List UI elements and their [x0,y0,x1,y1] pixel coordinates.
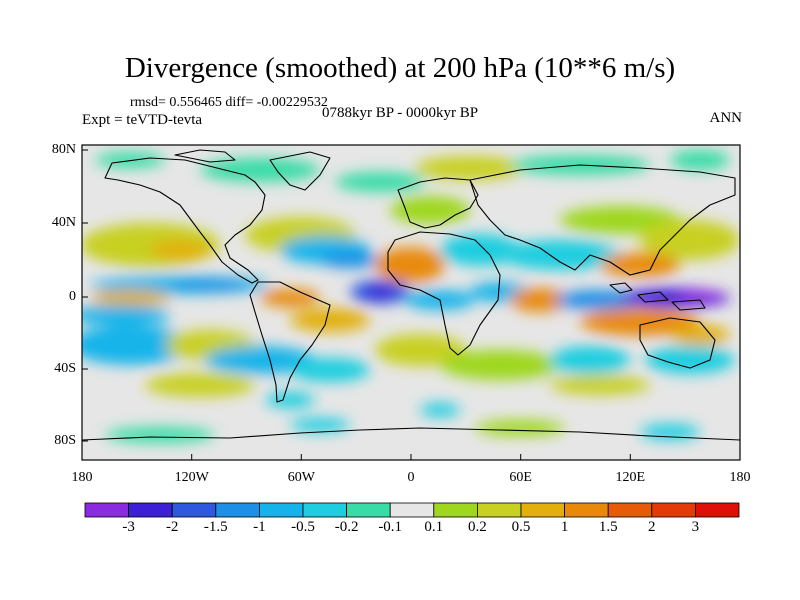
colorbar-label: 0.5 [511,519,531,535]
colorbar-label: 1.5 [598,519,618,535]
colorbar-label: 1 [560,519,569,535]
colorbar-label: 0.1 [424,519,444,535]
colorbar-label: -2 [165,519,179,535]
colorbar-swatch [389,502,435,518]
colorbar-swatch [564,502,609,518]
x-tick-label: 180 [71,470,93,485]
colorbar-swatch [607,502,653,518]
colorbar-swatch [302,502,347,518]
colorbar-swatch [258,502,304,518]
colorbar-swatch [171,502,217,518]
x-tick-label: 180 [729,470,751,485]
y-tick-label: 40N [51,215,76,230]
colorbar-label: -0.1 [378,519,403,535]
axis-ticks [81,149,741,460]
divergence-field [82,150,740,443]
colorbar-swatch [346,502,391,518]
colorbar-swatch [433,502,478,518]
experiment-label: Expt = teVTD-tevta [82,112,203,128]
colorbar-label: -3 [122,519,135,535]
coastlines [82,149,740,441]
colorbar-swatch [84,502,129,518]
x-tick-label: 0 [407,470,415,485]
time-period-label: 0788kyr BP - 0000kyr BP [322,105,479,121]
colorbar-swatch [651,502,696,518]
colorbar-label: 0.2 [468,519,487,535]
colorbar-swatch [695,502,740,518]
x-tick-label: 120W [174,470,209,485]
colorbar-label: -0.2 [334,519,359,535]
x-tick-label: 60E [509,470,532,485]
colorbar-swatch [476,502,522,518]
x-tick-label: 120E [615,470,646,485]
y-tick-label: 0 [69,289,76,304]
colorbar-label: 2 [648,519,656,535]
plot-area [82,145,740,460]
x-tick-label: 60W [287,470,315,485]
rmsd-diff-stats: rmsd= 0.556465 diff= -0.00229532 [130,95,328,110]
colorbar-swatch [215,502,260,518]
colorbar-label: -1 [253,519,266,535]
colorbar-label: 3 [691,519,700,535]
y-tick-label: 40S [54,361,76,376]
chart-title: Divergence (smoothed) at 200 hPa (10**6 … [124,52,676,84]
colorbar-swatch [128,502,173,518]
colorbar-label: -0.5 [291,519,315,535]
colorbar [84,502,740,518]
y-tick-label: 80N [51,142,76,157]
y-tick-label: 80S [54,433,76,448]
colorbar-label: -1.5 [203,519,228,535]
season-label: ANN [709,110,743,126]
colorbar-swatch [520,502,565,518]
